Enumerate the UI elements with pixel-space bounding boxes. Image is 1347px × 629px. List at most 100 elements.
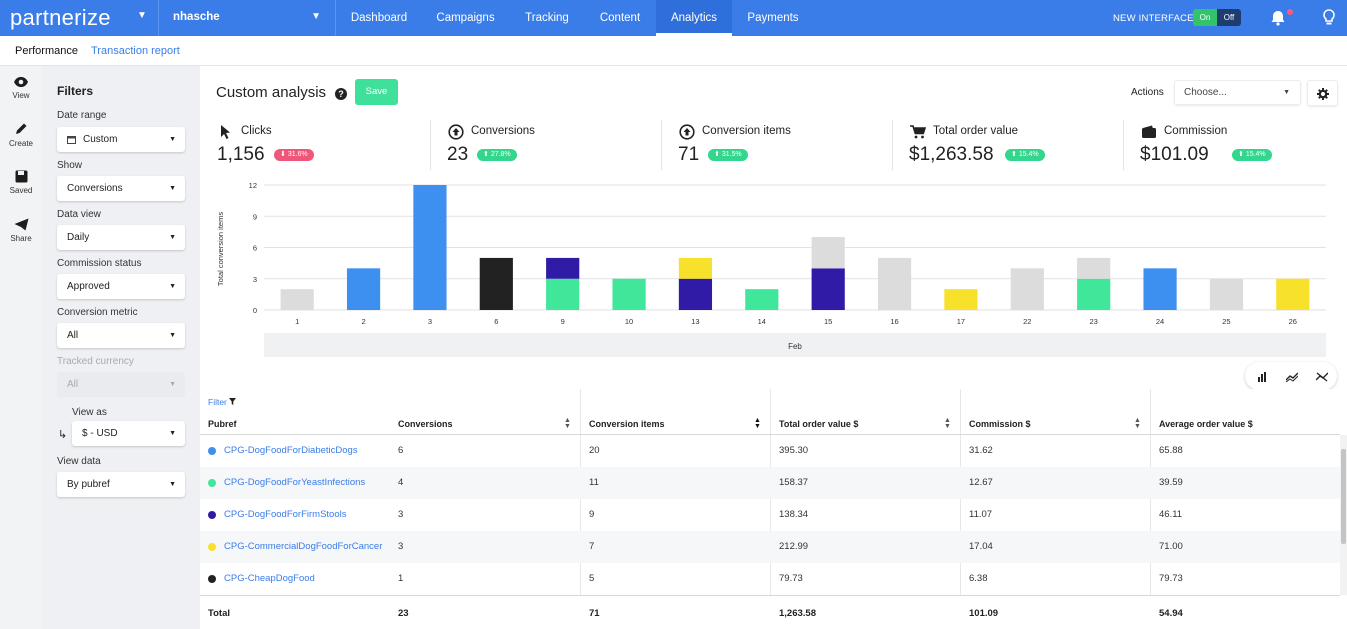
notification-bell-icon[interactable] — [1268, 8, 1288, 28]
rail-saved-label: Saved — [9, 186, 33, 195]
view-data-label: View data — [57, 456, 101, 467]
toggle-on[interactable]: On — [1193, 9, 1217, 26]
actions-select[interactable]: Choose... ▼ — [1174, 80, 1301, 105]
aov-cell: 65.88 — [1159, 445, 1183, 456]
tab-transaction-report[interactable]: Transaction report — [91, 45, 180, 57]
chart-bar[interactable] — [612, 278, 646, 310]
pubref-link[interactable]: CPG-CommercialDogFoodForCancer — [224, 541, 383, 552]
filters-panel: Filters Date range Custom ▼ Show Convers… — [42, 66, 200, 629]
commission-status-select[interactable]: Approved ▼ — [57, 274, 185, 299]
bar-chart-view-button[interactable] — [1247, 365, 1277, 389]
view-as-select[interactable]: $ - USD ▼ — [72, 421, 185, 446]
y-axis-label: Total conversion items — [216, 212, 225, 286]
left-rail: View Create Saved Share — [0, 66, 42, 629]
rail-view[interactable]: View — [0, 76, 42, 100]
partnerize-logo[interactable]: partnerize — [10, 5, 111, 30]
chart-bar[interactable] — [546, 257, 580, 279]
chart-bar[interactable] — [1010, 268, 1044, 310]
nav-tracking[interactable]: Tracking — [525, 12, 569, 24]
chart-bar[interactable] — [1209, 278, 1244, 310]
stat-change-badge: ⬆ 31.5% — [708, 149, 748, 161]
header-commission[interactable]: Commission $ — [969, 419, 1031, 429]
sort-icon[interactable]: ▲ ▼ — [1134, 417, 1141, 430]
stat-change-badge: ⬆ 15.4% — [1005, 149, 1045, 161]
stat-change-badge: ⬇ 31.6% — [274, 149, 314, 161]
chart-bar[interactable] — [811, 268, 845, 310]
header-total-order-value[interactable]: Total order value $ — [779, 419, 859, 429]
chart-bar[interactable] — [745, 289, 779, 310]
header-pubref[interactable]: Pubref — [208, 419, 237, 429]
rail-share[interactable]: Share — [0, 218, 42, 243]
rail-saved[interactable]: Saved — [0, 170, 42, 195]
conversions-cell: 3 — [398, 541, 404, 552]
pubref-link[interactable]: CPG-DogFoodForFirmStools — [224, 509, 347, 520]
commission-cell: 6.38 — [969, 573, 988, 584]
sort-icon[interactable]: ▲ ▼ — [564, 417, 571, 430]
table-row[interactable]: CPG-DogFoodForDiabeticDogs 6 20 395.30 3… — [200, 435, 1340, 467]
chart-bar[interactable] — [877, 257, 912, 310]
chevron-down-icon[interactable]: ▼ — [137, 10, 147, 21]
new-interface-toggle[interactable]: On Off — [1193, 9, 1241, 26]
chart-bar[interactable] — [1143, 268, 1177, 310]
nav-campaigns[interactable]: Campaigns — [436, 12, 495, 24]
chart-bar[interactable] — [1077, 257, 1111, 279]
header-average-order-value[interactable]: Average order value $ — [1159, 419, 1253, 429]
table-row[interactable]: CPG-CommercialDogFoodForCancer 3 7 212.9… — [200, 531, 1340, 563]
conversion-metric-select[interactable]: All ▼ — [57, 323, 185, 348]
tov-cell: 138.34 — [779, 509, 809, 520]
chart-bar[interactable] — [413, 185, 447, 310]
table-scrollbar[interactable] — [1340, 435, 1347, 595]
nav-dashboard[interactable]: Dashboard — [350, 12, 408, 24]
chart-bar[interactable] — [678, 257, 713, 279]
lightbulb-icon[interactable] — [1321, 8, 1337, 28]
chart-bar[interactable] — [811, 237, 845, 269]
rail-create[interactable]: Create — [0, 122, 42, 148]
sort-icon[interactable]: ▲ ▼ — [754, 417, 761, 430]
save-button[interactable]: Save — [355, 79, 398, 105]
stat-value: $101.09 — [1140, 144, 1209, 165]
table-filter-link[interactable]: Filter — [208, 397, 237, 407]
settings-button[interactable] — [1307, 80, 1338, 106]
chart-bar[interactable] — [678, 278, 713, 310]
x-tick-label: 3 — [428, 317, 432, 326]
tov-cell: 158.37 — [779, 477, 809, 488]
pubref-link[interactable]: CPG-CheapDogFood — [224, 573, 315, 584]
pubref-link[interactable]: CPG-DogFoodForDiabeticDogs — [224, 445, 358, 456]
pubref-link[interactable]: CPG-DogFoodForYeastInfections — [224, 477, 366, 488]
tab-performance[interactable]: Performance — [15, 45, 78, 57]
help-icon[interactable]: ? — [335, 88, 347, 100]
date-range-select[interactable]: Custom ▼ — [57, 127, 185, 152]
toggle-off[interactable]: Off — [1217, 9, 1241, 26]
table-row[interactable]: CPG-DogFoodForYeastInfections 4 11 158.3… — [200, 467, 1340, 499]
header-conversions[interactable]: Conversions — [398, 419, 453, 429]
header-conversion-items[interactable]: Conversion items — [589, 419, 665, 429]
table-row[interactable]: CPG-DogFoodForFirmStools 3 9 138.34 11.0… — [200, 499, 1340, 531]
chart-bar[interactable] — [1276, 278, 1310, 310]
filters-title: Filters — [57, 84, 94, 98]
hide-chart-button[interactable] — [1307, 365, 1337, 389]
data-view-select[interactable]: Daily ▼ — [57, 225, 185, 250]
stat-change-badge: ⬆ 27.8% — [477, 149, 517, 161]
sort-icon[interactable]: ▲ ▼ — [944, 417, 951, 430]
nav-analytics[interactable]: Analytics — [656, 0, 732, 36]
page-title: Custom analysis — [216, 84, 327, 101]
show-select[interactable]: Conversions ▼ — [57, 176, 185, 201]
nav-payments[interactable]: Payments — [747, 12, 799, 24]
chart-bar[interactable] — [944, 289, 978, 310]
chart-bar[interactable] — [479, 257, 513, 310]
chart-bar[interactable] — [546, 278, 580, 310]
line-chart-view-button[interactable] — [1277, 365, 1307, 389]
conversions-cell: 4 — [398, 477, 404, 488]
chart-bar[interactable] — [1077, 278, 1111, 310]
save-disk-icon — [15, 170, 27, 183]
account-switcher[interactable]: nhasche ▼ — [158, 0, 336, 36]
y-tick-label: 0 — [253, 306, 257, 315]
nav-content[interactable]: Content — [599, 12, 641, 24]
scrollbar-thumb[interactable] — [1341, 449, 1346, 544]
items-cell: 7 — [589, 541, 595, 552]
chart-bar[interactable] — [346, 268, 381, 310]
divider — [430, 120, 431, 170]
chart-bar[interactable] — [280, 289, 314, 310]
table-row[interactable]: CPG-CheapDogFood 1 5 79.73 6.38 79.73 — [200, 563, 1340, 595]
view-data-select[interactable]: By pubref ▼ — [57, 472, 185, 497]
